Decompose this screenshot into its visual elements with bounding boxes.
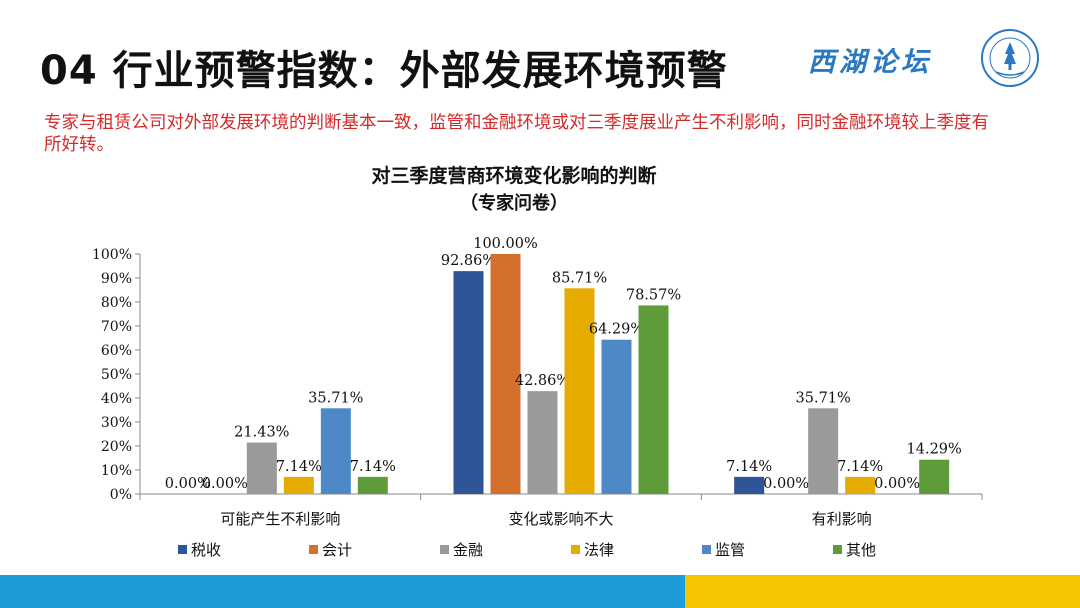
legend-label: 税收 <box>191 541 221 559</box>
y-tick-label: 40% <box>101 391 132 407</box>
bar-6-3 <box>919 459 950 494</box>
footer-bar-yellow <box>685 575 1080 608</box>
bar-6-1 <box>357 476 388 494</box>
data-label: 0.00% <box>874 476 920 492</box>
legend-swatch <box>309 545 318 554</box>
data-label: 14.29% <box>907 442 962 458</box>
legend-label: 其他 <box>846 541 876 559</box>
legend-swatch <box>571 545 580 554</box>
data-label: 35.71% <box>796 390 851 406</box>
data-label: 42.86% <box>515 373 570 389</box>
slide-title: 04 行业预警指数：外部发展环境预警 <box>40 48 728 94</box>
data-label: 0.00% <box>202 476 248 492</box>
bar-chart: 对三季度营商环境变化影响的判断 （专家问卷） 0% 10% 20% 30% 40% 50% 60… <box>92 164 983 559</box>
y-tick-label: 100% <box>92 247 132 263</box>
data-label: 64.29% <box>589 322 644 338</box>
bar-5-2 <box>601 339 632 494</box>
data-label: 7.14% <box>350 459 396 475</box>
y-tick-label: 10% <box>101 463 132 479</box>
bar-3-3 <box>808 408 839 494</box>
data-label: 21.43% <box>234 425 289 441</box>
y-tick-label: 80% <box>101 295 132 311</box>
bar-3-2 <box>527 391 558 494</box>
y-tick-label: 70% <box>101 319 132 335</box>
data-label: 78.57% <box>626 287 681 303</box>
data-label: 100.00% <box>473 236 538 252</box>
bar-1-2 <box>453 271 484 494</box>
data-label: 0.00% <box>165 476 211 492</box>
legend-swatch <box>833 545 842 554</box>
forum-emblem-icon <box>981 29 1039 87</box>
y-tick-label: 90% <box>101 271 132 287</box>
bar-4-2 <box>564 288 595 494</box>
legend-label: 法律 <box>584 541 614 559</box>
data-label: 7.14% <box>837 459 883 475</box>
chart-subtitle: （专家问卷） <box>460 192 568 214</box>
bar-1-3 <box>734 476 765 494</box>
data-label: 92.86% <box>441 253 496 269</box>
slide-subtitle: 专家与租赁公司对外部发展环境的判断基本一致，监管和金融环境或对三季度展业产生不利… <box>44 113 989 155</box>
bar-4-1 <box>283 476 314 494</box>
x-category-label: 可能产生不利影响 <box>220 510 340 528</box>
legend-swatch <box>178 545 187 554</box>
data-label: 7.14% <box>726 459 772 475</box>
brand-logo-text: 西湖论坛 <box>808 47 932 78</box>
data-label: 85.71% <box>552 270 607 286</box>
y-tick-label: 0% <box>110 487 132 503</box>
legend-swatch <box>702 545 711 554</box>
y-tick-label: 50% <box>101 367 132 383</box>
chart-title: 对三季度营商环境变化影响的判断 <box>371 164 656 187</box>
bar-5-1 <box>320 408 351 494</box>
data-label: 35.71% <box>308 390 363 406</box>
data-label: 7.14% <box>276 459 322 475</box>
legend-swatch <box>440 545 449 554</box>
y-tick-label: 30% <box>101 415 132 431</box>
bar-2-2 <box>490 254 521 494</box>
y-tick-label: 20% <box>101 439 132 455</box>
legend-label: 金融 <box>453 541 483 559</box>
footer-bar-blue <box>0 575 685 608</box>
legend-label: 监管 <box>715 541 745 559</box>
data-label: 0.00% <box>763 476 809 492</box>
bar-6-2 <box>638 305 669 494</box>
x-category-label: 变化或影响不大 <box>508 510 613 528</box>
x-category-label: 有利影响 <box>812 510 872 528</box>
bar-4-3 <box>845 476 876 494</box>
bar-3-1 <box>246 442 277 494</box>
legend-label: 会计 <box>322 541 352 559</box>
y-tick-label: 60% <box>101 343 132 359</box>
